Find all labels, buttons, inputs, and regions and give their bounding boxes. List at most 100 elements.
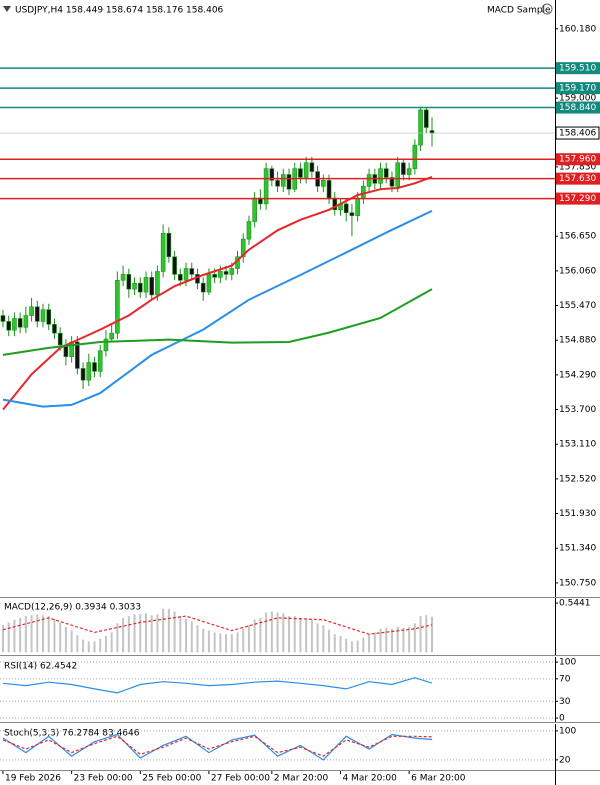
histogram-bar xyxy=(270,611,273,653)
histogram-bar xyxy=(265,612,268,653)
y-tick-label: 100 xyxy=(559,658,576,668)
candle-body xyxy=(406,168,412,175)
histogram-bar xyxy=(30,615,33,653)
candle-body xyxy=(355,197,360,216)
histogram-bar xyxy=(259,617,262,653)
histogram-bar xyxy=(350,641,353,653)
histogram-bar xyxy=(207,630,210,653)
histogram-bar xyxy=(419,616,422,653)
y-tick-label: 151.930 xyxy=(559,509,596,519)
y-tick-label: 154.290 xyxy=(559,370,596,380)
level-label: 157.960 xyxy=(559,155,596,165)
y-tick-label: 151.340 xyxy=(559,544,596,554)
candle-body xyxy=(120,274,126,281)
candle-body xyxy=(361,185,366,199)
histogram-bar xyxy=(127,616,130,653)
histogram-bar xyxy=(247,625,250,653)
indicator-line xyxy=(2,288,433,356)
indicator-title: RSI(14) 62.4542 xyxy=(4,662,77,672)
candle-body xyxy=(115,279,120,334)
histogram-bar xyxy=(179,616,182,653)
candle-body xyxy=(395,162,400,187)
histogram-bar xyxy=(282,613,285,653)
candle-body xyxy=(46,309,52,325)
candle-body xyxy=(418,109,423,146)
histogram-bar xyxy=(185,618,188,653)
candle-body xyxy=(109,332,114,340)
histogram-bar xyxy=(42,615,45,653)
histogram-bar xyxy=(122,617,125,653)
level-label: 159.170 xyxy=(559,84,596,94)
histogram-bar xyxy=(345,638,348,653)
y-tick-label: 154.880 xyxy=(559,336,596,346)
histogram-bar xyxy=(431,616,434,653)
histogram-bar xyxy=(396,626,399,653)
candle-body xyxy=(17,318,23,328)
candle-body xyxy=(172,256,177,275)
candle-body xyxy=(326,180,332,199)
candle-body xyxy=(143,277,149,293)
candle-body xyxy=(183,268,189,281)
candle-body xyxy=(212,274,217,278)
histogram-bar xyxy=(276,612,279,653)
histogram-bar xyxy=(36,614,39,653)
level-label: 157.290 xyxy=(559,194,596,204)
indicator-line xyxy=(2,677,433,694)
x-tick-label: 23 Feb 00:00 xyxy=(74,774,133,784)
candle-body xyxy=(263,168,269,205)
x-tick-label: 27 Feb 00:00 xyxy=(211,774,270,784)
candle-body xyxy=(389,177,395,187)
candle-body xyxy=(343,203,349,214)
candle-body xyxy=(223,271,229,275)
y-tick-label: 70 xyxy=(559,674,571,684)
candle-body xyxy=(429,130,435,134)
histogram-bar xyxy=(53,618,56,653)
candle-body xyxy=(378,168,383,184)
histogram-bar xyxy=(133,614,136,653)
level-label-box xyxy=(556,101,600,114)
expert-name: MACD Sample xyxy=(487,6,551,16)
histogram-bar xyxy=(144,613,147,653)
candle-body xyxy=(189,268,195,275)
level-label-box xyxy=(556,82,600,95)
candle-body xyxy=(34,306,40,322)
histogram-bar xyxy=(310,619,313,653)
symbol-menu-icon[interactable] xyxy=(3,6,11,12)
y-tick-label: 156.060 xyxy=(559,266,596,276)
indicator-title: Stoch(5,3,3) 76.2784 83.4646 xyxy=(4,729,140,739)
histogram-bar xyxy=(219,633,222,653)
histogram-bar xyxy=(19,617,22,653)
histogram-bar xyxy=(1,625,4,653)
y-tick-label: 156.650 xyxy=(559,232,596,242)
candle-body xyxy=(303,162,309,178)
histogram-bar xyxy=(402,627,405,653)
candle-body xyxy=(218,271,223,278)
histogram-bar xyxy=(93,641,96,653)
candle-body xyxy=(349,212,355,216)
histogram-bar xyxy=(413,623,416,653)
histogram-bar xyxy=(64,626,67,653)
histogram-bar xyxy=(379,628,382,653)
expert-icon[interactable] xyxy=(541,3,553,15)
histogram-bar xyxy=(385,627,388,653)
histogram-bar xyxy=(99,638,102,653)
candle-body xyxy=(383,168,389,178)
candle-body xyxy=(366,174,372,187)
histogram-bar xyxy=(196,625,199,653)
y-tick-label: 0.5441 xyxy=(559,599,591,609)
histogram-bar xyxy=(225,634,228,653)
y-tick-label: 100 xyxy=(559,726,576,736)
candle-body xyxy=(40,309,46,322)
level-label: 158.840 xyxy=(559,103,596,113)
histogram-bar xyxy=(116,623,119,653)
histogram-bar xyxy=(236,632,239,653)
x-tick-label: 4 Mar 20:00 xyxy=(342,774,397,784)
candle-body xyxy=(57,332,63,346)
x-tick-label: 19 Feb 2026 xyxy=(5,774,61,784)
candle-body xyxy=(309,162,315,172)
candle-body xyxy=(149,277,155,296)
histogram-bar xyxy=(425,615,428,653)
indicator-line xyxy=(2,175,433,411)
